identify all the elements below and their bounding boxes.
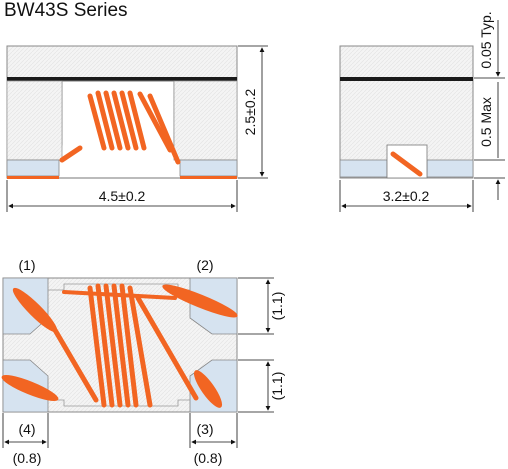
side-top-label: 0.05 Typ. (478, 11, 494, 68)
series-title: BW43S Series (4, 0, 128, 21)
front-height-label: 2.5±0.2 (242, 88, 258, 135)
front-width-label: 4.5±0.2 (99, 188, 146, 204)
side-bottom-label: 0.5 Max (478, 97, 494, 147)
front-right-flange (173, 80, 238, 161)
front-right-pad (179, 159, 238, 177)
side-right-pad (426, 159, 474, 178)
front-winding (59, 90, 181, 165)
front-top-stripe (7, 77, 237, 81)
pitch-label-lower: (1.1) (269, 372, 285, 401)
terminal-label-3: (3) (196, 421, 213, 437)
front-view: 4.5±0.2 2.5±0.2 (6, 45, 268, 212)
bottom-winding (1, 283, 238, 408)
front-left-solder (7, 176, 59, 179)
pad-width-label-left: (0.8) (13, 450, 42, 466)
pitch-label-upper: (1.1) (269, 292, 285, 321)
bottom-view: (1) (2) (3) (4) (1.1) (1.1) (0.8) (0.8) (1, 257, 285, 466)
side-winding (390, 151, 423, 177)
front-left-flange (6, 80, 63, 161)
terminal-label-4: (4) (18, 421, 35, 437)
terminal-label-1: (1) (18, 257, 35, 273)
side-left-pad (339, 159, 388, 178)
front-right-solder (180, 176, 237, 179)
side-top-stripe (340, 77, 473, 81)
terminal-label-2: (2) (196, 257, 213, 273)
front-left-pad (6, 159, 60, 177)
pad-width-label-right: (0.8) (194, 450, 223, 466)
side-width-label: 3.2±0.2 (383, 188, 430, 204)
side-view: 3.2±0.2 0.05 Typ. 0.5 Max (339, 11, 505, 212)
